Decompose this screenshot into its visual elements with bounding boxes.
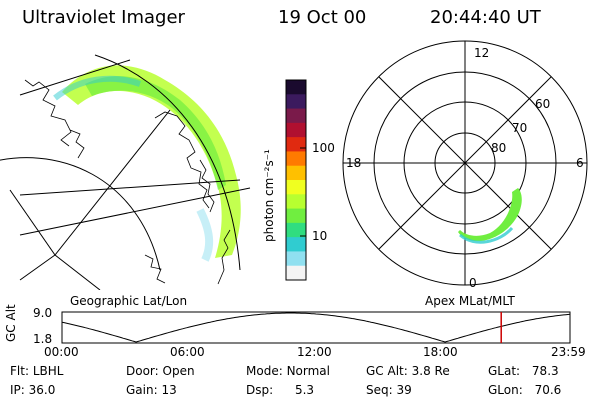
colorbar-segment [286,222,306,238]
time-tick-1200: 12:00 [297,345,332,359]
aurora-band-polar [458,188,522,242]
colorbar-segment [286,265,306,281]
mlat-label-70: 70 [512,121,528,135]
date-label: 19 Oct 00 [278,7,367,28]
colorbar-label: photon cm⁻²s⁻¹ [262,149,276,242]
colorbar-segment [286,122,306,138]
glat-value: 78.3 [531,364,559,378]
filter-field: Flt: LBHL [10,364,64,378]
caption-apex: Apex MLat/MLT [425,294,515,308]
time-tick-0000: 00:00 [44,345,79,359]
altitude-plot [61,311,571,344]
colorbar-tick-100: 100 [312,141,335,155]
mlt-label-18: 18 [346,156,362,170]
dsp-field: Dsp: 5.3 [246,383,315,397]
coastline [24,79,72,147]
gcalt-field: GC Alt: 3.8 Re [366,364,450,378]
mlat-label-60: 60 [535,97,551,111]
filter-value: LBHL [32,364,64,378]
time-tick-2359: 23:59 [551,345,586,359]
altitude-ytick-max: 9.0 [33,306,53,320]
glon-field: GLon: 70.6 [488,383,562,397]
colorbar-segment [286,237,306,252]
colorbar-segment [286,251,306,267]
orbit-altitude-curve [61,312,571,343]
time-label: 20:44:40 UT [430,7,541,28]
instrument-title: Ultraviolet Imager [22,7,185,28]
ip-field: IP: 36.0 [10,383,56,397]
dsp-value: 5.3 [294,383,315,397]
glon-value: 70.6 [534,383,562,397]
colorbar-segment [286,108,306,124]
lat-circle [0,157,161,271]
gain-field: Gain: 13 [126,383,177,397]
gain-value: 13 [161,383,177,397]
altitude-ylabel: GC Alt [4,304,18,342]
colorbar-segment [286,80,306,95]
meridian-line [94,54,241,271]
colorbar-segment [286,151,306,167]
colorbar-segment [286,137,306,152]
gcalt-value: 3.8 Re [411,364,450,378]
colorbar-tick-10: 10 [312,229,328,243]
colorbar-segment [286,165,306,181]
mlt-label-12: 12 [474,46,490,60]
colorbar-segment [286,194,306,210]
colorbar [286,80,306,281]
altitude-ytick-min: 1.8 [33,332,53,346]
mlt-label-0: 0 [469,276,477,290]
mlt-label-6: 6 [576,156,584,170]
door-value: Open [162,364,195,378]
colorbar-segment [286,94,306,110]
colorbar-segment [286,180,306,195]
mlat-label-80: 80 [491,141,507,155]
door-field: Door: Open [126,364,195,378]
seq-field: Seq: 39 [366,383,412,397]
caption-geographic: Geographic Lat/Lon [70,294,188,308]
time-tick-1800: 18:00 [423,345,458,359]
ip-value: 36.0 [28,383,56,397]
mode-field: Mode: Normal [246,364,330,378]
time-tick-0600: 06:00 [170,345,205,359]
aurora-band-geographic [62,65,241,258]
seq-value: 39 [396,383,412,397]
mode-value: Normal [286,364,330,378]
colorbar-segment [286,208,306,224]
polar-plot [342,40,588,286]
glat-field: GLat: 78.3 [488,364,559,378]
